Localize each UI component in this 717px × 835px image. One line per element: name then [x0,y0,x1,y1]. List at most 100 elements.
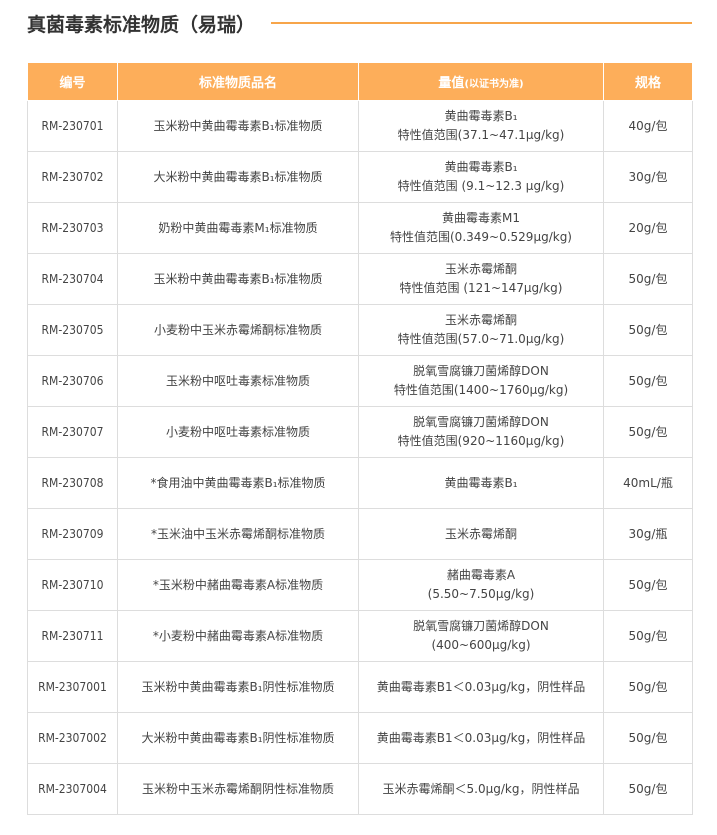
table-row: RM-2307002 大米粉中黄曲霉毒素B₁阴性标准物质 黄曲霉毒素B1＜0.03μ… [27,712,693,764]
cell-value: 脱氧雪腐镰刀菌烯醇DON 特性值范围(1400~1760μg/kg) [358,355,604,407]
cell-spec: 50g/包 [603,355,693,407]
cell-code: RM-230704 [27,253,118,305]
value-line-1: 玉米赤霉烯酮 [444,526,517,541]
value-line-1: 黄曲霉毒素B₁ [444,109,518,123]
header-value: 量值(以证书为准) [358,62,604,101]
table-row: RM-230707 小麦粉中呕吐毒素标准物质 脱氧雪腐镰刀菌烯醇DON 特性值范围(9… [27,406,693,458]
cell-name: 玉米粉中黄曲霉毒素B₁阴性标准物质 [117,661,359,713]
cell-code: RM-2307004 [27,763,118,815]
cell-name: 玉米粉中黄曲霉毒素B₁标准物质 [117,253,359,305]
value-line-2: 特性值范围(920~1160μg/kg) [397,434,565,448]
reference-materials-table: 编号 标准物质品名 量值(以证书为准) 规格 RM-230701 玉米粉中黄曲霉毒… [27,62,693,815]
value-line-2: 特性值范围 (121~147μg/kg) [399,281,563,295]
cell-name: 玉米粉中玉米赤霉烯酮阴性标准物质 [117,763,359,815]
cell-spec: 50g/包 [603,712,693,764]
cell-spec: 50g/包 [603,610,693,662]
table-row: RM-230704 玉米粉中黄曲霉毒素B₁标准物质 玉米赤霉烯酮 特性值范围 (121… [27,253,693,305]
cell-value: 黄曲霉毒素B₁ [358,457,604,509]
value-line-2: 特性值范围(1400~1760μg/kg) [393,383,569,397]
cell-name: *小麦粉中赭曲霉毒素A标准物质 [117,610,359,662]
cell-code: RM-230711 [27,610,118,662]
value-line-2: 特性值范围(57.0~71.0μg/kg) [397,332,565,346]
table-row: RM-2307001 玉米粉中黄曲霉毒素B₁阴性标准物质 黄曲霉毒素B1＜0.03μ… [27,661,693,713]
title-divider [271,22,692,24]
cell-value: 黄曲霉毒素B₁ 特性值范围 (9.1~12.3 μg/kg) [358,151,604,203]
cell-code: RM-2307002 [27,712,118,764]
cell-code: RM-230701 [27,100,118,152]
table-header-row: 编号 标准物质品名 量值(以证书为准) 规格 [27,62,693,101]
cell-value: 黄曲霉毒素B1＜0.03μg/kg，阴性样品 [358,712,604,764]
cell-name: 小麦粉中呕吐毒素标准物质 [117,406,359,458]
cell-name: 大米粉中黄曲霉毒素B₁标准物质 [117,151,359,203]
header-spec: 规格 [603,62,693,101]
cell-value: 玉米赤霉烯酮特性值范围(57.0~71.0μg/kg) [358,304,604,356]
table-row: RM-230709 *玉米油中玉米赤霉烯酮标准物质 玉米赤霉烯酮 30g/瓶 [27,508,693,560]
header-value-note: (以证书为准) [464,79,524,90]
cell-spec: 40g/包 [603,100,693,152]
cell-value: 黄曲霉毒素M1 特性值范围(0.349~0.529μg/kg) [358,202,604,254]
cell-code: RM-230709 [27,508,118,560]
cell-value: 黄曲霉毒素B1＜0.03μg/kg，阴性样品 [358,661,604,713]
cell-name: 奶粉中黄曲霉毒素M₁标准物质 [117,202,359,254]
cell-name: *食用油中黄曲霉毒素B₁标准物质 [117,457,359,509]
cell-spec: 50g/包 [603,406,693,458]
value-line-1: 黄曲霉毒素B₁ [444,160,518,174]
cell-code: RM-230702 [27,151,118,203]
value-line-1: 黄曲霉毒素B₁ [444,475,518,490]
table-row: RM-230703 奶粉中黄曲霉毒素M₁标准物质 黄曲霉毒素M1 特性值范围(0.34… [27,202,693,254]
cell-code: RM-230710 [27,559,118,611]
table-row: RM-230706 玉米粉中呕吐毒素标准物质 脱氧雪腐镰刀菌烯醇DON 特性值范围(1… [27,355,693,407]
table-row: RM-230710 *玉米粉中赭曲霉毒素A标准物质 赭曲霉毒素A (5.50~7.50… [27,559,693,611]
value-line-2: 特性值范围(37.1~47.1μg/kg) [397,128,565,142]
value-line-1: 赭曲霉毒素A [446,568,516,582]
cell-spec: 30g/瓶 [603,508,693,560]
value-line-1: 脱氧雪腐镰刀菌烯醇DON [413,619,549,633]
cell-name: *玉米油中玉米赤霉烯酮标准物质 [117,508,359,560]
table-row: RM-230705 小麦粉中玉米赤霉烯酮标准物质 玉米赤霉烯酮 特性值范围(57.0~… [27,304,693,356]
cell-name: 玉米粉中呕吐毒素标准物质 [117,355,359,407]
cell-value: 脱氧雪腐镰刀菌烯醇DON 特性值范围(920~1160μg/kg) [358,406,604,458]
value-line-1: 黄曲霉毒素M1 [442,211,520,225]
cell-code: RM-230708 [27,457,118,509]
value-line-2: 特性值范围(0.349~0.529μg/kg) [390,230,572,244]
cell-value: 玉米赤霉烯酮特性值范围 (121~147μg/kg) [358,253,604,305]
cell-value: 脱氧雪腐镰刀菌烯醇DON (400~600μg/kg) [358,610,604,662]
value-line-2: (400~600μg/kg) [431,638,531,652]
value-line-1: 脱氧雪腐镰刀菌烯醇DON [413,364,549,378]
cell-spec: 50g/包 [603,559,693,611]
cell-code: RM-2307001 [27,661,118,713]
cell-code: RM-230706 [27,355,118,407]
cell-spec: 50g/包 [603,661,693,713]
value-line-1: 玉米赤霉烯酮 [444,262,517,276]
cell-value: 黄曲霉毒素B₁ 特性值范围(37.1~47.1μg/kg) [358,100,604,152]
cell-code: RM-230703 [27,202,118,254]
page-title: 真菌毒素标准物质（易瑞） [27,13,256,36]
cell-value: 玉米赤霉烯酮 [358,508,604,560]
cell-spec: 20g/包 [603,202,693,254]
section-header: 真菌毒素标准物质（易瑞） [27,8,692,38]
value-line-2: 特性值范围 (9.1~12.3 μg/kg) [397,179,565,193]
value-line-1: 玉米赤霉烯酮 [444,313,517,327]
table-row: RM-230708 *食用油中黄曲霉毒素B₁标准物质 黄曲霉毒素B₁ 40mL/瓶 [27,457,693,509]
value-line-2: (5.50~7.50μg/kg) [427,587,535,601]
table-row: RM-230701 玉米粉中黄曲霉毒素B₁标准物质 黄曲霉毒素B₁ 特性值范围(37.… [27,100,693,152]
cell-spec: 50g/包 [603,304,693,356]
cell-name: *玉米粉中赭曲霉毒素A标准物质 [117,559,359,611]
value-line-1: 脱氧雪腐镰刀菌烯醇DON [413,415,549,429]
header-code: 编号 [27,62,118,101]
cell-code: RM-230707 [27,406,118,458]
cell-name: 小麦粉中玉米赤霉烯酮标准物质 [117,304,359,356]
header-value-label: 量值 [438,76,465,91]
value-line-1: 玉米赤霉烯酮＜5.0μg/kg，阴性样品 [382,781,580,796]
value-line-1: 黄曲霉毒素B1＜0.03μg/kg，阴性样品 [376,679,586,694]
cell-value: 玉米赤霉烯酮＜5.0μg/kg，阴性样品 [358,763,604,815]
table-row: RM-2307004 玉米粉中玉米赤霉烯酮阴性标准物质 玉米赤霉烯酮＜5.0μg/k… [27,763,693,815]
table-row: RM-230711 *小麦粉中赭曲霉毒素A标准物质 脱氧雪腐镰刀菌烯醇DON (400… [27,610,693,662]
cell-spec: 40mL/瓶 [603,457,693,509]
cell-value: 赭曲霉毒素A (5.50~7.50μg/kg) [358,559,604,611]
table-row: RM-230702 大米粉中黄曲霉毒素B₁标准物质 黄曲霉毒素B₁ 特性值范围 (9.… [27,151,693,203]
cell-name: 大米粉中黄曲霉毒素B₁阴性标准物质 [117,712,359,764]
cell-spec: 50g/包 [603,253,693,305]
header-name: 标准物质品名 [117,62,359,101]
cell-spec: 50g/包 [603,763,693,815]
